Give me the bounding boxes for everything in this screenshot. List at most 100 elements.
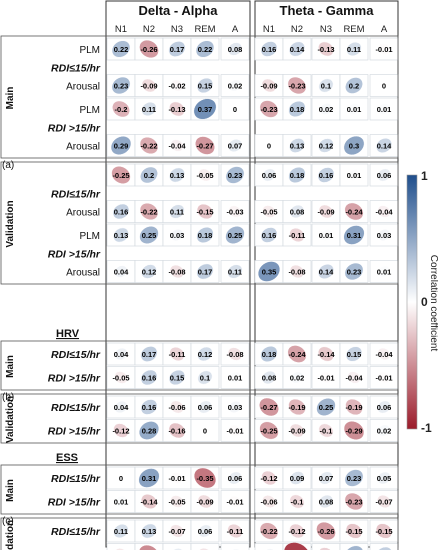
correlation-ellipse: [141, 523, 157, 539]
cell-value: -0.24: [288, 350, 306, 359]
correlation-ellipse: [345, 346, 363, 362]
cell-value: -0.12: [112, 427, 129, 436]
correlation-ellipse: [196, 227, 214, 243]
row-label: PLM: [79, 45, 100, 56]
colorbar-label: Correlation coefficient: [428, 255, 438, 352]
correlation-ellipse: [170, 139, 184, 152]
correlation-ellipse: [316, 521, 336, 541]
cell-value: 0.02: [377, 427, 392, 436]
correlation-ellipse: [141, 264, 157, 279]
correlation-ellipse: [377, 265, 391, 278]
cell-value: 0.13: [142, 527, 157, 536]
correlation-ellipse: [111, 166, 131, 184]
row-label: RDI≤15/hr: [51, 402, 101, 414]
correlation-ellipse: [319, 371, 333, 384]
cell-value: -0.01: [317, 374, 334, 383]
cell-value: -0.2: [115, 105, 128, 114]
correlation-ellipse: [261, 370, 277, 385]
correlation-ellipse: [195, 40, 215, 58]
cell-value: 0.31: [347, 231, 362, 240]
column-label: N3: [171, 24, 183, 35]
correlation-ellipse: [262, 205, 276, 218]
cell-value: -0.05: [112, 374, 129, 383]
cell-value: 0.13: [170, 171, 185, 180]
cell-value: 0.11: [114, 527, 128, 536]
cell-value: 0.18: [198, 231, 213, 240]
correlation-ellipse: [260, 346, 278, 362]
correlation-ellipse: [168, 41, 186, 57]
cell-value: 0.08: [228, 45, 243, 54]
section-tag: (a): [2, 160, 14, 171]
correlation-ellipse: [110, 136, 132, 155]
row-label: RDI≤15/hr: [51, 473, 101, 485]
correlation-ellipse: [318, 494, 334, 509]
cell-value: 0.11: [347, 45, 361, 54]
column-label: N2: [143, 24, 155, 35]
correlation-ellipse: [262, 168, 276, 182]
correlation-ellipse: [169, 346, 185, 362]
group-label: Main: [5, 87, 16, 110]
row-label: RDI >15/hr: [48, 373, 101, 385]
column-label: N1: [115, 24, 127, 35]
cell-value: 0.15: [170, 374, 185, 383]
correlation-ellipse: [140, 399, 158, 415]
cell-value: -0.15: [345, 527, 362, 536]
correlation-ellipse: [289, 227, 305, 243]
correlation-ellipse: [377, 43, 391, 55]
correlation-ellipse: [170, 472, 184, 484]
correlation-ellipse: [228, 401, 242, 413]
correlation-ellipse: [344, 545, 364, 550]
correlation-ellipse: [376, 138, 392, 153]
cell-value: -0.25: [260, 427, 277, 436]
correlation-ellipse: [377, 400, 391, 414]
cell-value: -0.26: [317, 527, 334, 536]
correlation-ellipse: [113, 423, 129, 438]
cell-value: 0: [119, 474, 123, 483]
cell-value: 0.23: [114, 82, 129, 91]
cell-value: 0.28: [142, 427, 157, 436]
cell-value: 0.03: [170, 231, 185, 240]
correlation-ellipse: [140, 166, 158, 184]
cell-value: -0.04: [168, 142, 186, 151]
cell-value: 0.35: [262, 268, 277, 277]
correlation-ellipse: [347, 103, 361, 115]
cell-value: 0.06: [198, 403, 213, 412]
cell-value: -0.01: [375, 45, 392, 54]
group-frame: [0, 35, 399, 159]
heatmap-cell: [220, 543, 250, 550]
correlation-ellipse: [169, 167, 185, 183]
cell-value: 0.16: [319, 171, 334, 180]
correlation-ellipse: [196, 263, 214, 280]
correlation-ellipse: [344, 262, 364, 281]
section-tag: (c): [2, 516, 14, 527]
group-frame: [0, 340, 399, 391]
cell-value: -0.27: [196, 142, 213, 151]
cell-value: 0.04: [114, 268, 129, 277]
column-label: N3: [320, 24, 332, 35]
correlation-ellipse: [139, 39, 159, 59]
correlation-ellipse: [113, 523, 129, 539]
cell-value: 0.16: [142, 374, 157, 383]
cell-value: 0: [382, 82, 386, 91]
cell-value: 0.12: [142, 268, 157, 277]
correlation-ellipse: [344, 492, 364, 511]
correlation-ellipse: [345, 77, 363, 94]
cell-value: 0.02: [319, 105, 334, 114]
cell-value: -0.05: [260, 208, 277, 217]
correlation-ellipse: [168, 369, 186, 386]
correlation-ellipse: [198, 168, 212, 182]
row-label: Arousal: [66, 142, 100, 153]
correlation-ellipse: [377, 229, 391, 241]
cell-value: 0.25: [228, 231, 243, 240]
cell-value: 0.05: [377, 474, 392, 483]
cell-value: 0.06: [198, 527, 213, 536]
correlation-ellipse: [259, 100, 279, 118]
correlation-ellipse: [141, 494, 157, 509]
correlation-ellipse: [375, 523, 393, 539]
correlation-ellipse: [197, 346, 213, 362]
cell-value: 0.15: [198, 82, 213, 91]
correlation-ellipse: [261, 470, 277, 486]
correlation-ellipse: [345, 398, 363, 416]
correlation-ellipse: [113, 227, 129, 243]
